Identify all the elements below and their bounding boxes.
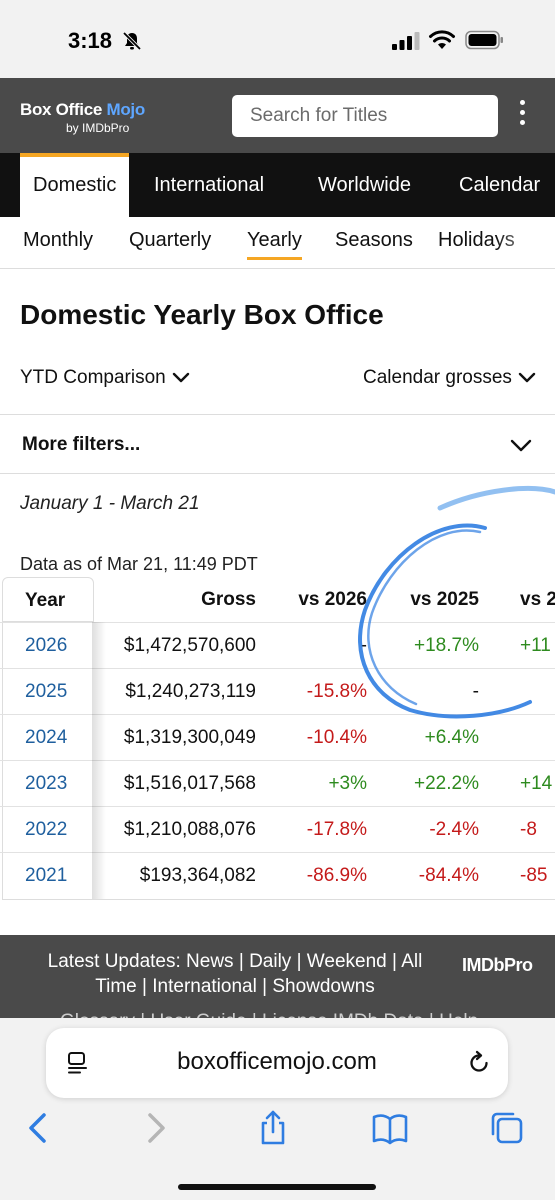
bookmarks-icon[interactable] (372, 1110, 408, 1146)
battery-icon (465, 30, 503, 50)
main-content: Domestic Yearly Box Office YTD Compariso… (0, 269, 555, 935)
vs-2024-value: +11 (520, 635, 551, 656)
more-filters-toggle[interactable]: More filters... (0, 414, 555, 474)
data-as-of: Data as of Mar 21, 11:49 PDT (20, 554, 258, 574)
main-nav: Domestic International Worldwide Calenda… (0, 153, 555, 217)
footer-link-daily[interactable]: Daily (249, 951, 292, 972)
ytd-comparison-label: YTD Comparison (20, 367, 166, 388)
chevron-down-icon (518, 372, 536, 383)
tab-domestic[interactable]: Domestic (20, 153, 130, 217)
year-link[interactable]: 2026 (2, 623, 94, 669)
tab-international[interactable]: International (154, 174, 265, 196)
year-link[interactable]: 2023 (2, 761, 94, 807)
sub-nav: Monthly Quarterly Yearly Seasons Holiday… (0, 217, 555, 269)
subtab-monthly[interactable]: Monthly (23, 229, 94, 251)
vs-2024-value: -8 (520, 819, 537, 840)
vs-2026-value: -17.8% (306, 819, 367, 840)
sticky-column-shadow (92, 622, 106, 899)
table-bottom-border (2, 899, 555, 900)
table-row: 2023 $1,516,017,568 +3% +22.2% +14 (0, 760, 555, 807)
bell-off-icon (122, 31, 142, 51)
calendar-grosses-dropdown[interactable]: Calendar grosses (363, 367, 536, 389)
footer-link-international[interactable]: International (152, 976, 257, 997)
more-filters-label: More filters... (22, 434, 141, 455)
vs-2025-value: -2.4% (429, 819, 479, 840)
vs-2025-value: +22.2% (414, 773, 479, 794)
table-row: 2026 $1,472,570,600 - +18.7% +11 (0, 622, 555, 669)
chevron-down-icon (172, 372, 189, 383)
status-bar: 3:18 (0, 0, 555, 78)
subnav-fade (495, 217, 555, 268)
footer-link-showdowns[interactable]: Showdowns (272, 976, 375, 997)
site-header: Box Office Mojo by IMDbPro (0, 78, 555, 153)
footer-link-weekend[interactable]: Weekend (306, 951, 387, 972)
vs-2024-value: -85 (520, 865, 548, 886)
home-indicator (178, 1184, 376, 1190)
table-row: 2024 $1,319,300,049 -10.4% +6.4% (0, 714, 555, 761)
gross-value: $193,364,082 (139, 865, 256, 886)
address-bar[interactable]: boxofficemojo.com (46, 1028, 508, 1098)
subtab-seasons[interactable]: Seasons (335, 229, 413, 251)
logo-subtitle: by IMDbPro (66, 121, 130, 135)
wifi-icon (429, 30, 455, 49)
calendar-grosses-label: Calendar grosses (363, 367, 512, 388)
share-icon[interactable] (255, 1110, 291, 1146)
vs-2026-value: - (360, 635, 367, 656)
tabs-icon[interactable] (489, 1110, 525, 1146)
page-menu-icon[interactable] (66, 1051, 90, 1075)
vs-2025-value: +6.4% (424, 727, 479, 748)
reload-icon[interactable] (466, 1050, 492, 1076)
vs-2025-value: +18.7% (414, 635, 479, 656)
vs-2026-value: -10.4% (306, 727, 367, 748)
table-row: 2022 $1,210,088,076 -17.8% -2.4% -8 (0, 806, 555, 853)
latest-updates-links: Latest Updates: News | Daily | Weekend |… (47, 951, 423, 997)
cellular-signal-icon (392, 32, 420, 50)
vs-2025-value: - (472, 681, 479, 702)
chevron-down-icon (510, 439, 532, 452)
gross-value: $1,472,570,600 (123, 635, 256, 656)
box-office-mojo-logo[interactable]: Box Office Mojo by IMDbPro (20, 100, 145, 135)
forward-icon[interactable] (138, 1110, 174, 1146)
gross-value: $1,319,300,049 (123, 727, 256, 748)
search-input[interactable] (232, 95, 498, 137)
table-row: 2021 $193,364,082 -86.9% -84.4% -85 (0, 852, 555, 899)
year-link[interactable]: 2024 (2, 715, 94, 761)
tab-worldwide[interactable]: Worldwide (318, 174, 411, 196)
year-link[interactable]: 2025 (2, 669, 94, 715)
subtab-yearly[interactable]: Yearly (247, 229, 302, 260)
tab-calendar[interactable]: Calendar (459, 174, 541, 196)
vs-2026-value: -15.8% (306, 681, 367, 702)
header-vs-2025[interactable]: vs 2025 (410, 589, 479, 610)
yearly-box-office-table: Year Gross vs 2026 vs 2025 vs 2 2026 $1,… (0, 577, 555, 900)
gross-value: $1,210,088,076 (123, 819, 256, 840)
url-text: boxofficemojo.com (177, 1048, 377, 1075)
back-icon[interactable] (20, 1110, 56, 1146)
page-title: Domestic Yearly Box Office (20, 299, 384, 330)
header-vs-2026[interactable]: vs 2026 (298, 589, 367, 610)
vs-2025-value: -84.4% (418, 865, 479, 886)
date-range: January 1 - March 21 (20, 493, 200, 514)
latest-updates-label: Latest Updates: (47, 951, 187, 972)
footer-link-news[interactable]: News (186, 951, 234, 972)
logo-title: Box Office Mojo (20, 100, 145, 119)
ytd-comparison-dropdown[interactable]: YTD Comparison (20, 367, 190, 389)
gross-value: $1,240,273,119 (125, 681, 256, 702)
status-time: 3:18 (68, 28, 113, 53)
vs-2026-value: +3% (328, 773, 367, 794)
header-year[interactable]: Year (2, 577, 94, 622)
imdbpro-logo[interactable]: IMDbPro (462, 955, 533, 975)
more-menu-icon[interactable] (516, 100, 528, 130)
footer-link-all-time[interactable]: All Time (95, 951, 423, 997)
gross-value: $1,516,017,568 (123, 773, 256, 794)
vs-2024-value: +14 (520, 773, 553, 794)
year-link[interactable]: 2021 (2, 853, 94, 899)
table-row: 2025 $1,240,273,119 -15.8% - (0, 668, 555, 715)
header-gross[interactable]: Gross (201, 589, 256, 610)
header-vs-2024[interactable]: vs 2 (520, 589, 555, 610)
browser-toolbar: boxofficemojo.com (0, 1018, 555, 1200)
subtab-quarterly[interactable]: Quarterly (129, 229, 212, 251)
vs-2026-value: -86.9% (306, 865, 367, 886)
year-link[interactable]: 2022 (2, 807, 94, 853)
